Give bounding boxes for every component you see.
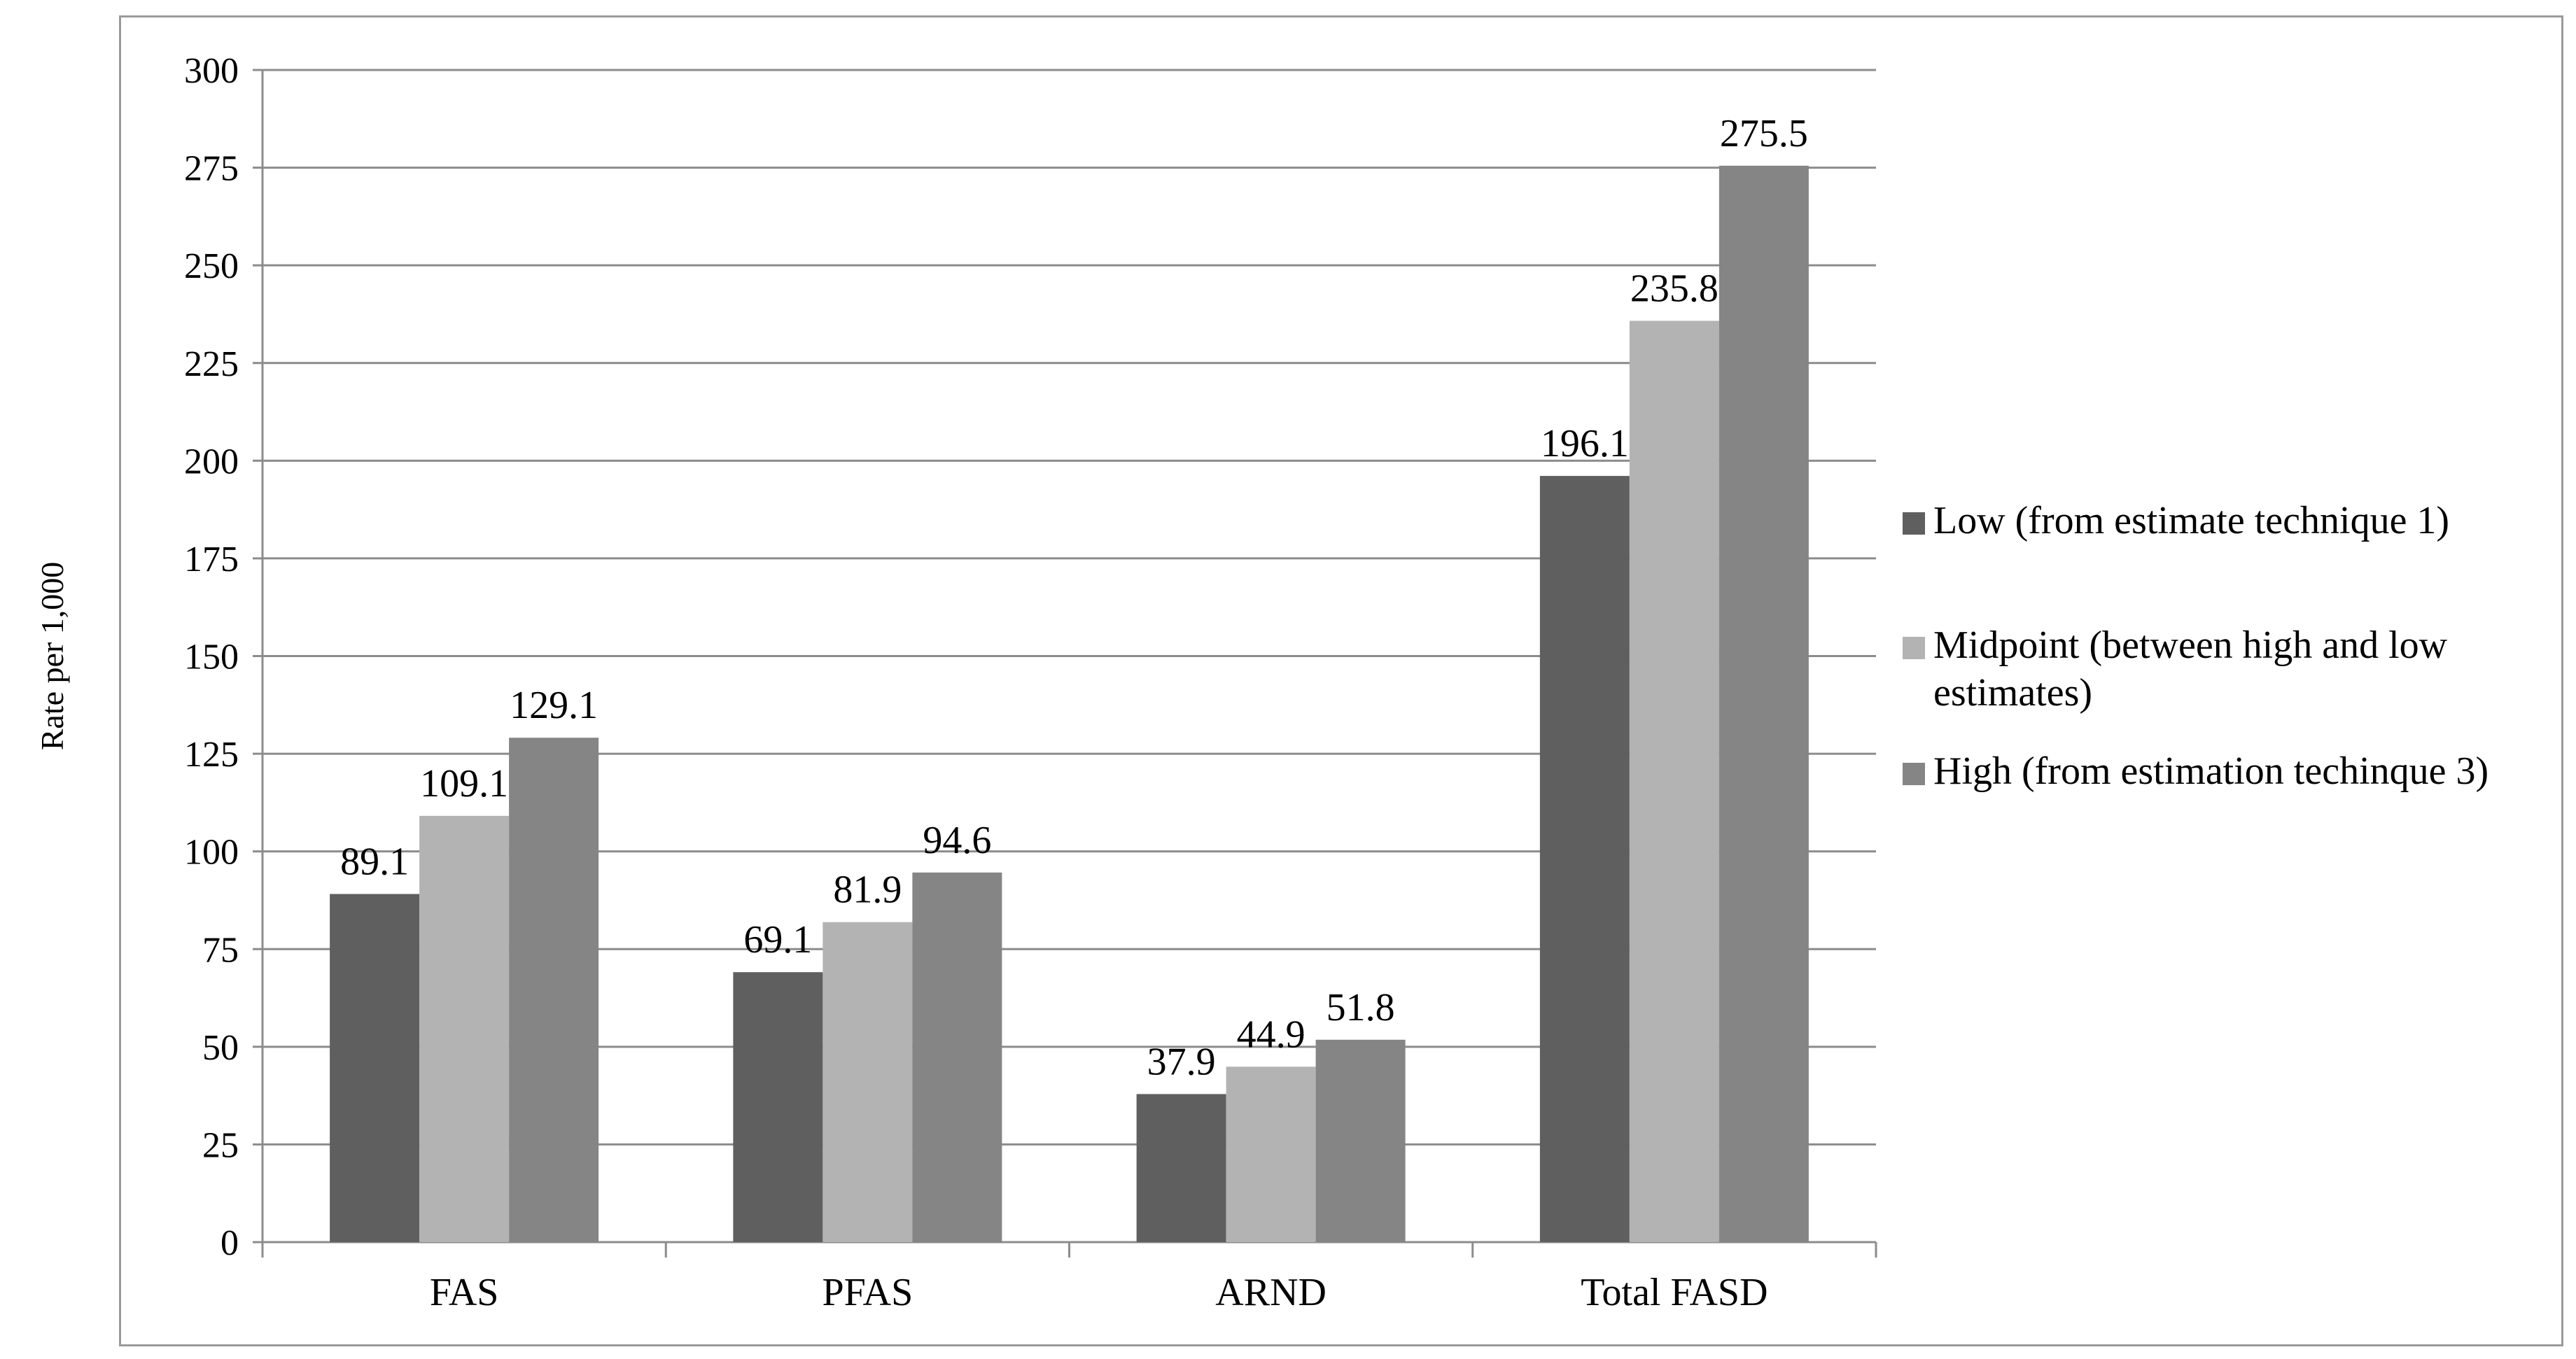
legend-label: estimates) [1933, 671, 2092, 714]
data-label: 37.9 [1147, 1040, 1216, 1083]
data-label: 196.1 [1541, 422, 1629, 465]
y-tick-label: 0 [220, 1223, 239, 1263]
bar [912, 872, 1002, 1242]
y-tick-label: 125 [184, 735, 239, 775]
bar [1136, 1094, 1226, 1242]
legend-swatch [1903, 512, 1925, 535]
x-category-label: PFAS [822, 1271, 913, 1314]
x-category-label: FAS [430, 1271, 499, 1314]
y-tick-label: 175 [184, 540, 239, 579]
bar [1539, 476, 1630, 1242]
legend-swatch [1903, 637, 1925, 659]
data-label: 129.1 [510, 684, 598, 727]
bar [330, 894, 420, 1242]
data-label: 109.1 [420, 762, 508, 805]
data-label: 275.5 [1720, 112, 1808, 155]
data-label: 94.6 [923, 819, 991, 862]
bar [822, 922, 913, 1242]
y-tick-label: 225 [184, 344, 239, 384]
data-label: 69.1 [743, 918, 812, 962]
bar [1315, 1039, 1406, 1242]
data-label: 89.1 [340, 840, 409, 884]
y-tick-label: 150 [184, 638, 239, 677]
legend-label: Low (from estimate technique 1) [1933, 499, 2449, 542]
bar [1718, 165, 1809, 1243]
bar [1226, 1066, 1316, 1242]
y-axis-title: Rate per 1,000 [34, 562, 70, 751]
bar [1629, 321, 1719, 1243]
y-tick-label: 100 [184, 833, 239, 873]
y-tick-label: 300 [184, 51, 239, 91]
data-label: 44.9 [1237, 1013, 1306, 1056]
x-category-label: ARND [1215, 1271, 1326, 1314]
data-label: 51.8 [1326, 986, 1395, 1029]
legend-label: High (from estimation techinque 3) [1933, 749, 2488, 793]
bar [509, 738, 599, 1242]
legend-swatch [1903, 763, 1925, 785]
bar [733, 972, 823, 1242]
y-tick-label: 200 [184, 442, 239, 481]
data-label: 81.9 [833, 868, 902, 912]
data-label: 235.8 [1630, 267, 1718, 310]
bar [419, 815, 510, 1242]
y-tick-label: 25 [202, 1125, 239, 1165]
y-tick-label: 250 [184, 246, 239, 286]
y-tick-label: 50 [202, 1028, 239, 1068]
legend-label: Midpoint (between high and low [1933, 624, 2448, 667]
x-category-label: Total FASD [1581, 1271, 1768, 1314]
y-tick-label: 75 [202, 930, 239, 970]
y-tick-label: 275 [184, 149, 239, 189]
